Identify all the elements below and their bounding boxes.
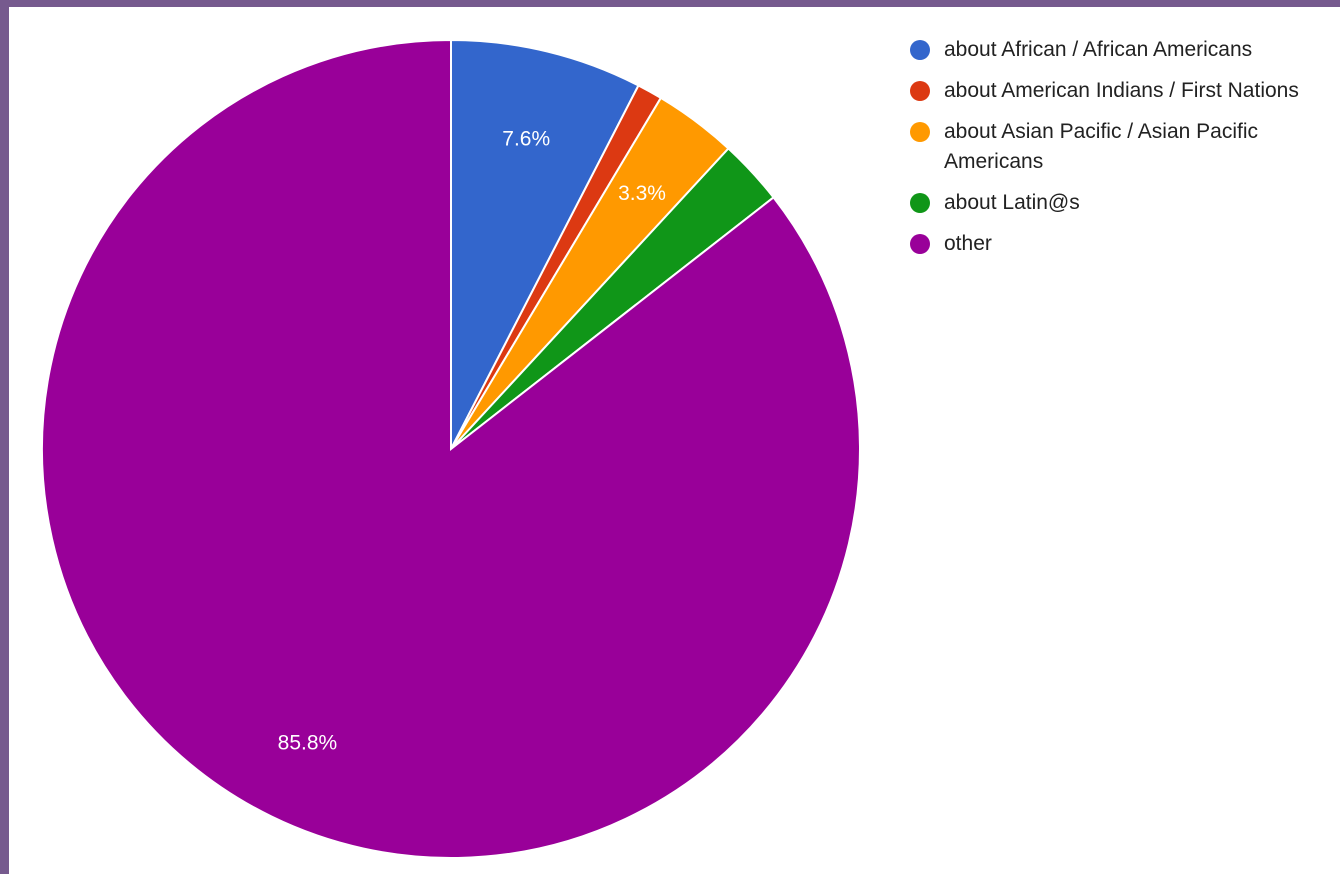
legend-swatch-icon bbox=[910, 234, 930, 254]
legend-item-1: about American Indians / First Nations bbox=[907, 76, 1340, 106]
legend-swatch-icon bbox=[910, 193, 930, 213]
legend-swatch-icon bbox=[910, 40, 930, 60]
legend-label: about Latin@s bbox=[944, 191, 1080, 214]
chart-panel: 7.6% 3.3% 85.8% about African / African Am… bbox=[9, 7, 1340, 874]
chart-legend: about African / African Americans about A… bbox=[907, 35, 1340, 270]
pie-slice-4 bbox=[41, 38, 861, 859]
legend-label: about American Indians / First Nations bbox=[944, 79, 1299, 102]
pie-chart: 7.6% 3.3% 85.8% bbox=[41, 38, 861, 859]
slice-label-4: 85.8% bbox=[278, 732, 338, 755]
slice-label-2: 3.3% bbox=[618, 182, 666, 205]
legend-swatch-icon bbox=[910, 122, 930, 142]
legend-label: other bbox=[944, 232, 992, 255]
legend-label: about Asian Pacific / Asian Pacific Amer… bbox=[944, 120, 1259, 173]
legend-item-3: about Latin@s bbox=[907, 188, 1340, 218]
legend-item-4: other bbox=[907, 229, 1340, 259]
legend-swatch-icon bbox=[910, 81, 930, 101]
legend-item-2: about Asian Pacific / Asian Pacific Amer… bbox=[907, 117, 1340, 177]
slice-label-0: 7.6% bbox=[502, 127, 550, 150]
legend-label: about African / African Americans bbox=[944, 38, 1253, 61]
legend-item-0: about African / African Americans bbox=[907, 35, 1340, 65]
pie-slice-0 bbox=[450, 38, 640, 450]
